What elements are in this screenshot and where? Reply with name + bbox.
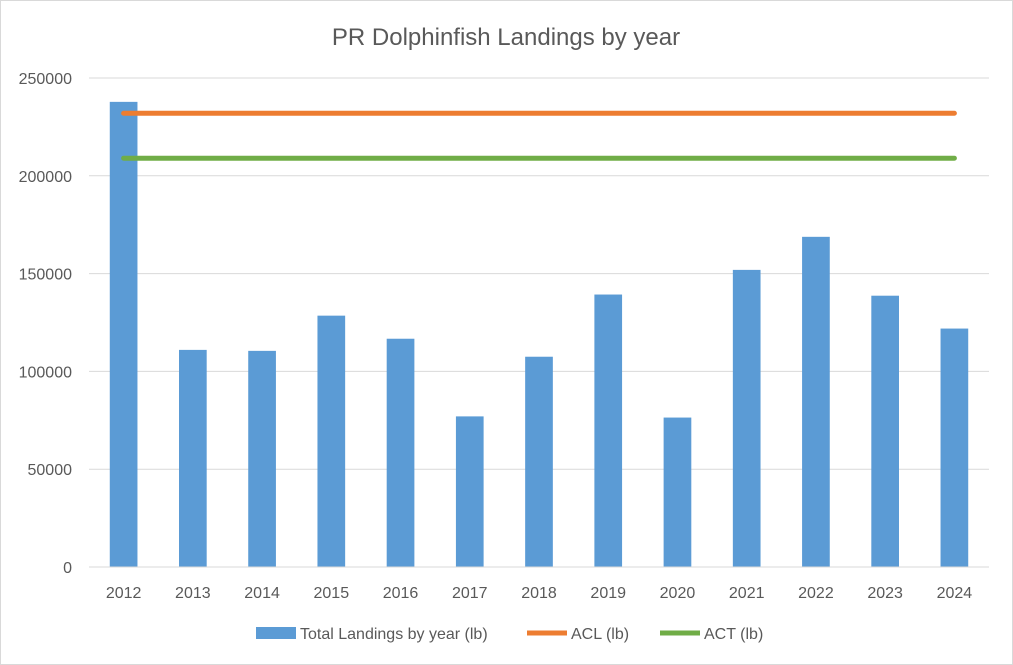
legend-swatch xyxy=(256,627,296,639)
y-tick-label: 50000 xyxy=(28,462,73,479)
chart-title: PR Dolphinfish Landings by year xyxy=(332,24,680,51)
bar xyxy=(455,416,484,567)
bar xyxy=(248,350,276,567)
x-tick-label: 2013 xyxy=(175,585,211,602)
x-tick-label: 2023 xyxy=(867,585,903,602)
bar xyxy=(317,315,346,567)
x-tick-label: 2021 xyxy=(729,585,765,602)
bar xyxy=(663,417,692,567)
y-tick-label: 200000 xyxy=(19,169,72,186)
x-tick-label: 2019 xyxy=(590,585,626,602)
bar xyxy=(732,269,761,567)
x-tick-label: 2022 xyxy=(798,585,834,602)
bar xyxy=(871,295,899,567)
bar xyxy=(179,349,207,567)
legend-label: ACL (lb) xyxy=(571,626,629,643)
y-tick-label: 0 xyxy=(63,560,72,577)
reference-lines xyxy=(121,110,957,161)
x-tick-label: 2015 xyxy=(314,585,350,602)
y-axis-ticks: 0 50000 100000 150000 200000 250000 xyxy=(19,71,72,577)
legend-label: Total Landings by year (lb) xyxy=(300,626,488,643)
bar xyxy=(940,328,969,567)
legend: Total Landings by year (lb) ACL (lb) ACT (… xyxy=(256,626,763,643)
bar xyxy=(525,356,553,567)
x-tick-label: 2017 xyxy=(452,585,488,602)
x-tick-label: 2016 xyxy=(383,585,419,602)
y-tick-label: 250000 xyxy=(19,71,72,88)
x-axis-ticks: 2012 2013 2014 2015 2016 2017 2018 2019 2020 2021… xyxy=(106,585,972,602)
bar xyxy=(802,236,830,567)
y-tick-label: 150000 xyxy=(19,267,72,284)
x-tick-label: 2018 xyxy=(521,585,557,602)
x-tick-label: 2020 xyxy=(660,585,696,602)
x-tick-label: 2012 xyxy=(106,585,142,602)
y-tick-label: 100000 xyxy=(19,364,72,381)
bar xyxy=(386,338,415,567)
legend-label: ACT (lb) xyxy=(704,626,763,643)
x-tick-label: 2024 xyxy=(937,585,973,602)
bars xyxy=(109,101,969,568)
bar xyxy=(109,101,138,568)
bar xyxy=(594,294,623,567)
x-tick-label: 2014 xyxy=(244,585,280,602)
